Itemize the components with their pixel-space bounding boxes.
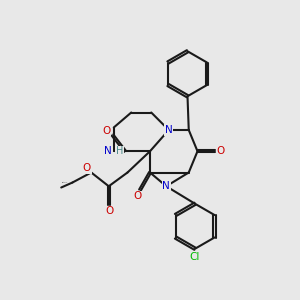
Text: N: N — [165, 125, 172, 135]
Text: O: O — [106, 206, 114, 216]
Text: Cl: Cl — [190, 252, 200, 262]
Text: N: N — [104, 146, 112, 156]
Text: O: O — [134, 191, 142, 201]
Text: H: H — [116, 146, 123, 156]
Text: O: O — [82, 163, 91, 173]
Text: O: O — [216, 146, 225, 156]
Text: N: N — [162, 181, 170, 191]
Text: O: O — [102, 125, 110, 136]
Text: methoxy: methoxy — [62, 182, 69, 183]
